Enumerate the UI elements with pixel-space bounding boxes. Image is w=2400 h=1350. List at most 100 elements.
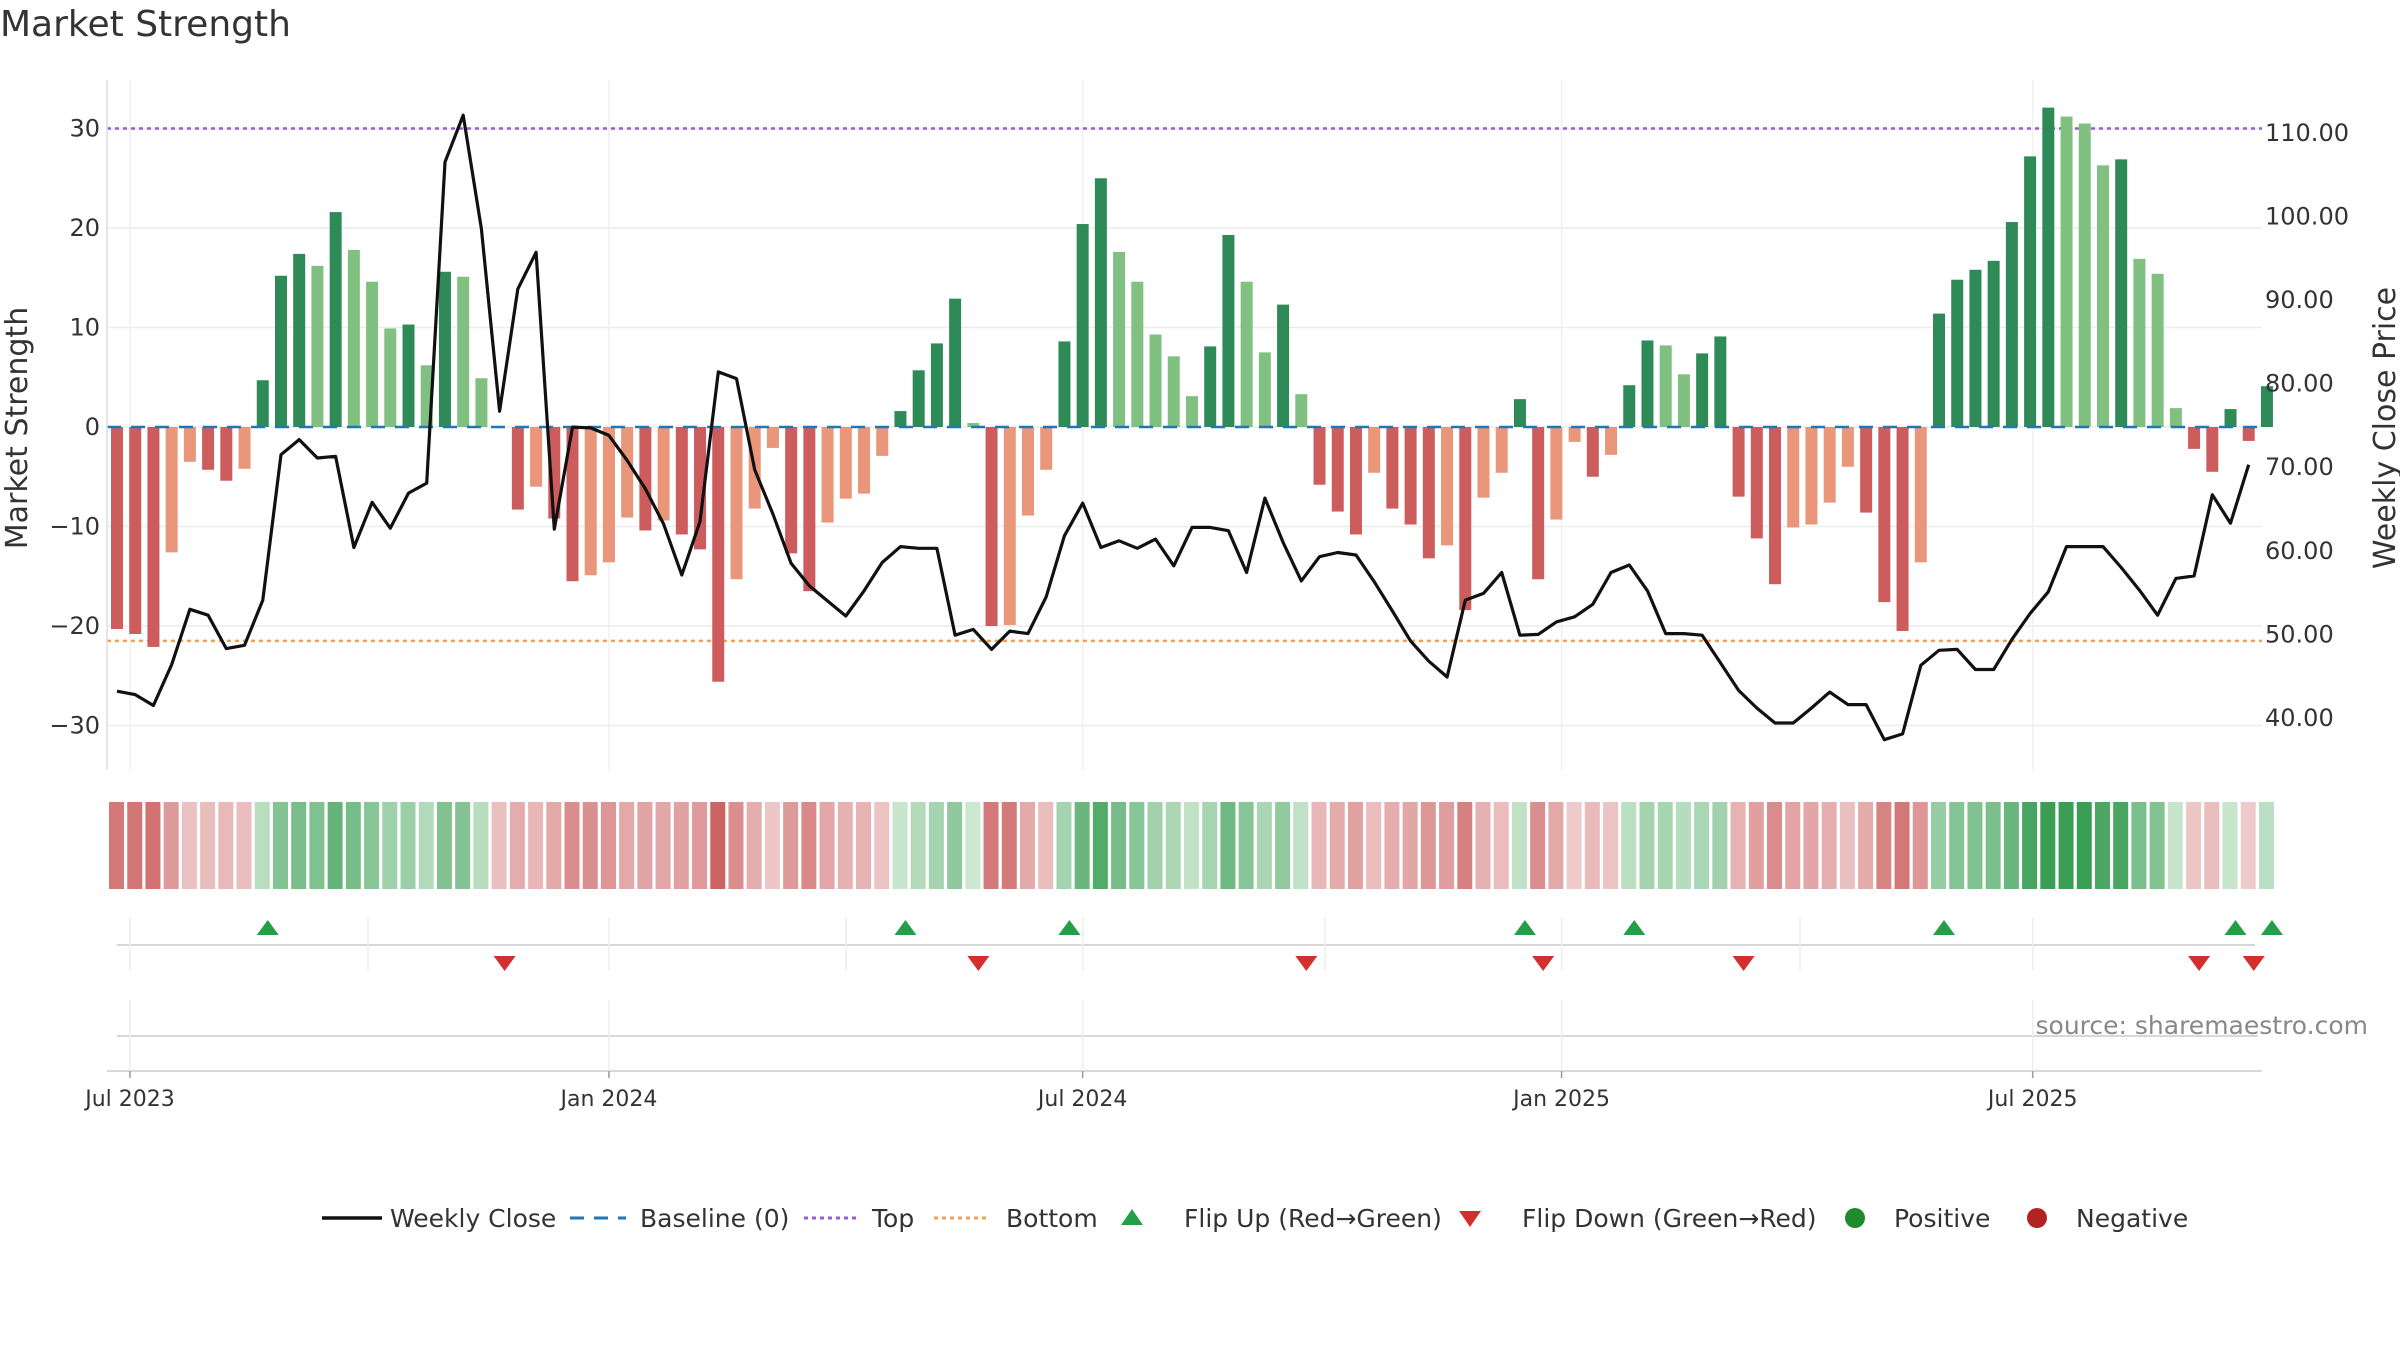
state-cell [619, 802, 635, 889]
legend-top: Top [804, 1204, 914, 1233]
flip-down-marker [2188, 956, 2211, 971]
strength-bar [438, 271, 451, 427]
y-tick-label-right: 50.00 [2265, 620, 2334, 648]
state-cell [1566, 802, 1582, 889]
strength-bar [1040, 427, 1053, 470]
state-cell [2258, 802, 2274, 889]
flip-down-marker [1732, 956, 1755, 971]
strength-bar [1113, 251, 1126, 427]
legend-swatch [2027, 1208, 2047, 1228]
x-axis: Jul 2023 Jan 2024 Jul 2024 Jan 2025 Jul 2025 [83, 1071, 2077, 1112]
y-tick-label-right: 70.00 [2265, 453, 2334, 481]
legend-flip-up-red-green: Flip Up (Red→Green) [1121, 1204, 1442, 1233]
strength-bar [1896, 427, 1909, 631]
state-cell [2113, 802, 2129, 889]
x-tick-label: Jul 2023 [83, 1087, 175, 1112]
state-cell [509, 802, 525, 889]
state-cell [1767, 802, 1783, 889]
strength-bar [566, 427, 579, 582]
weekly-close-line [116, 113, 2251, 742]
strength-bar [1149, 334, 1162, 427]
strength-bar [2169, 408, 2182, 427]
strength-bar [1404, 427, 1417, 525]
legend-swatch [1121, 1209, 1143, 1225]
strength-bar [1550, 427, 1563, 520]
flip-up-marker [1623, 920, 1646, 935]
strength-bar [1714, 336, 1727, 427]
strength-bar [2115, 159, 2128, 427]
flip-down-marker [2242, 956, 2265, 971]
y-tick-label-left: −10 [49, 513, 100, 541]
state-cell [2058, 802, 2074, 889]
state-cell [965, 802, 981, 889]
state-cell [200, 802, 216, 889]
strength-bars [107, 107, 2273, 682]
strength-bar [694, 427, 707, 550]
state-cell [382, 802, 398, 889]
strength-bar [912, 370, 925, 427]
strength-bar [1677, 374, 1690, 427]
state-cell [436, 802, 452, 889]
state-strip [109, 802, 2274, 889]
legend-swatch [1459, 1211, 1481, 1227]
flip-up-marker [1933, 920, 1955, 935]
legend-label: Baseline (0) [640, 1204, 789, 1233]
flip-down-marker [967, 956, 990, 971]
strength-bar [384, 328, 397, 427]
flip-markers-panel [117, 918, 2283, 971]
strength-bar [1987, 260, 2000, 427]
state-cell [109, 802, 124, 889]
strength-bar [1422, 427, 1435, 559]
strength-bar [1841, 427, 1854, 467]
state-cell [181, 802, 197, 889]
strength-bar [2042, 107, 2055, 427]
state-cell [1712, 802, 1728, 889]
strength-bar [821, 427, 834, 523]
state-cell [2149, 802, 2165, 889]
strength-bar [1022, 427, 1034, 516]
state-cell [528, 802, 544, 889]
state-cell [1912, 802, 1928, 889]
state-cell [764, 802, 780, 889]
strength-bar [1058, 341, 1071, 427]
strength-bar [2224, 409, 2237, 427]
y-tick-label-right: 100.00 [2265, 202, 2349, 230]
state-cell [1675, 802, 1691, 889]
strength-bar [1696, 353, 1709, 427]
strength-bar [1477, 427, 1490, 498]
legend-weekly-close: Weekly Close [322, 1204, 556, 1233]
strength-bar [1313, 427, 1326, 485]
strength-bar [530, 427, 543, 487]
strength-bar [876, 427, 889, 456]
strength-bar [329, 212, 342, 427]
state-cell [1858, 802, 1874, 889]
state-cell [1275, 802, 1291, 889]
strength-bar [1368, 427, 1381, 473]
strength-bar [1331, 427, 1344, 512]
strength-bar [238, 427, 251, 469]
strength-bar [1185, 396, 1198, 427]
state-cell [1001, 802, 1017, 889]
state-cell [163, 802, 179, 889]
state-cell [1475, 802, 1491, 889]
state-cell [910, 802, 926, 889]
strength-bar [256, 380, 269, 427]
strength-bar [675, 427, 688, 535]
flip-up-marker [1513, 920, 1536, 935]
state-cell [1129, 802, 1145, 889]
state-cell [819, 802, 835, 889]
state-cell [1366, 802, 1382, 889]
state-cell [1020, 802, 1035, 889]
legend-label: Top [871, 1204, 914, 1233]
strength-bar [1532, 427, 1545, 580]
state-cell [145, 802, 161, 889]
state-cell [1511, 802, 1527, 889]
strength-bar [602, 427, 615, 563]
strength-bar [111, 427, 123, 629]
strength-bar [1623, 385, 1636, 427]
state-cell [218, 802, 234, 889]
strength-bar [1659, 345, 1672, 427]
strength-bar [949, 298, 962, 427]
legend-label: Bottom [1006, 1204, 1098, 1233]
